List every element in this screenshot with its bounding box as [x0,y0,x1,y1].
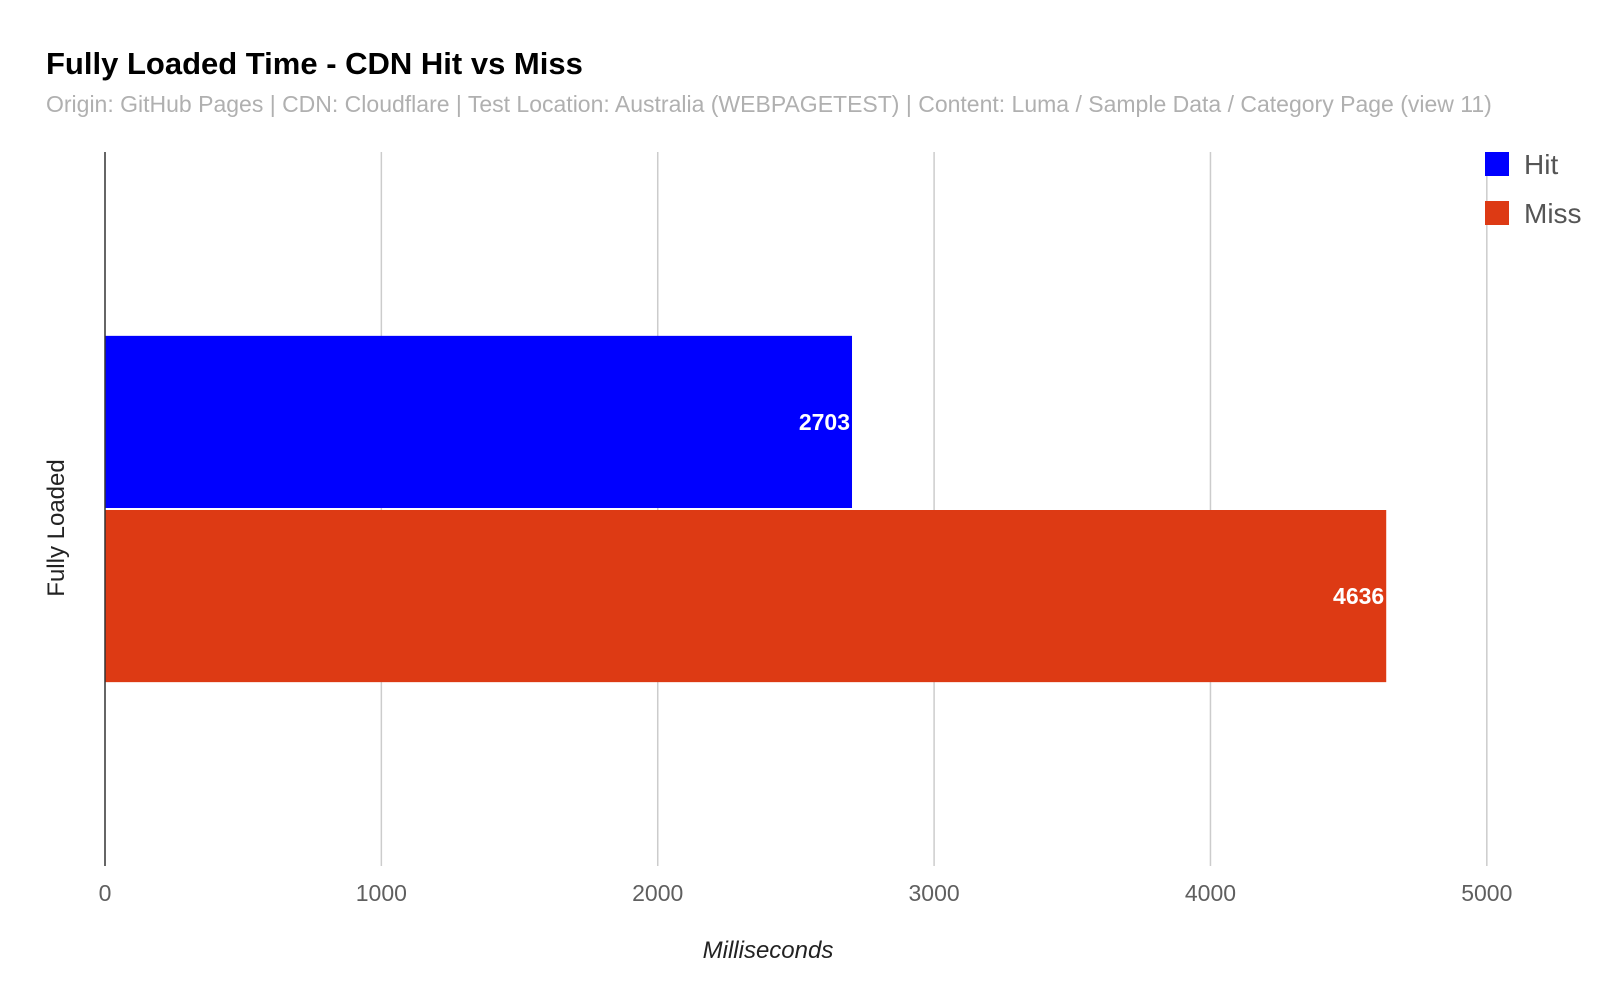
x-tick-label: 2000 [632,880,683,906]
legend-label: Miss [1524,198,1582,229]
bar-value-label: 2703 [799,409,850,435]
x-tick-label: 4000 [1185,880,1236,906]
x-tick-label: 3000 [909,880,960,906]
x-tick-label: 1000 [356,880,407,906]
chart-subtitle: Origin: GitHub Pages | CDN: Cloudflare |… [46,91,1492,117]
x-tick-label: 5000 [1461,880,1512,906]
gridlines [380,152,1488,866]
y-axis-label: Fully Loaded [43,459,70,596]
legend-label: Hit [1524,149,1558,180]
chart-title: Fully Loaded Time - CDN Hit vs Miss [46,46,583,81]
bar-value-label: 4636 [1333,583,1384,609]
bar-miss [105,510,1387,683]
legend: Hit Miss [1485,149,1582,229]
x-tick-label: 0 [99,880,112,906]
bars: 2703 4636 [105,335,1387,683]
legend-swatch [1485,201,1509,225]
legend-swatch [1485,152,1509,176]
bar-hit [105,335,853,508]
x-axis-ticks: 0 1000 2000 3000 4000 5000 [99,880,1513,906]
x-axis-label: Milliseconds [703,937,834,964]
